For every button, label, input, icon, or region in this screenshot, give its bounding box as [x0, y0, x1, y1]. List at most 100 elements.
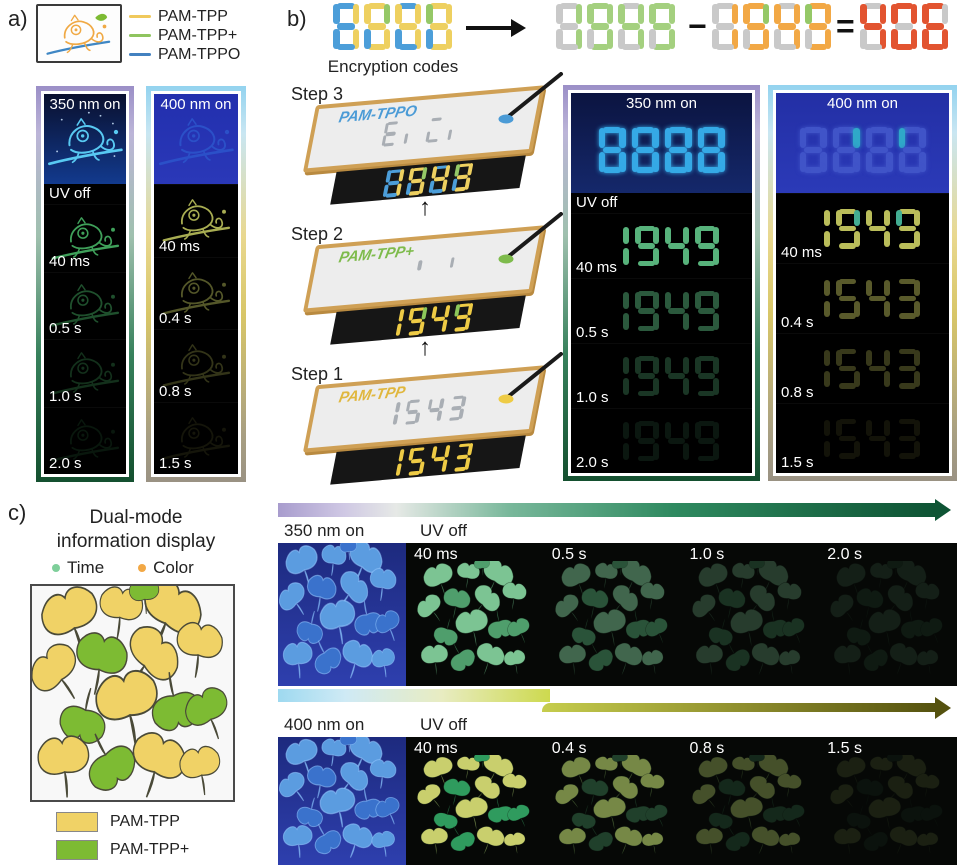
segment-a — [803, 127, 823, 133]
segment-f — [634, 292, 641, 309]
segment-d — [839, 313, 856, 319]
segment-g — [839, 365, 856, 372]
wavelength-label: 400 nm on — [160, 96, 232, 113]
time-label: 0.8 s — [689, 740, 725, 757]
ginkgo-leaves-image — [830, 557, 943, 675]
segment-c — [852, 152, 860, 172]
seven-segment-digit — [896, 278, 920, 319]
time-label: 2.0 s — [49, 455, 82, 472]
segment-g — [698, 243, 715, 249]
ginkgo-leaves-image — [279, 733, 400, 858]
leaf-photo-frame: 1.0 s — [682, 543, 820, 686]
panel-b-label: b) — [287, 6, 307, 31]
segment-b — [398, 449, 405, 462]
segment-b — [637, 4, 644, 25]
encryption-code-display — [333, 3, 452, 50]
segment-c — [618, 152, 626, 172]
time-label: 0.8 s — [159, 382, 192, 400]
segment-g — [698, 308, 715, 314]
time-label: 0.4 s — [781, 314, 814, 331]
chameleon-image — [159, 118, 234, 166]
time-label: 0.4 s — [159, 310, 192, 327]
bullet-label: Time — [67, 558, 105, 577]
photo-column-a-400nm: 400 nm on 40 ms 0.4 s — [146, 86, 246, 482]
segment-c — [712, 378, 719, 395]
segment-g — [638, 308, 655, 314]
photo-frame: 40 ms — [44, 204, 126, 272]
segment-d — [638, 390, 655, 396]
seven-segment-digit — [835, 208, 860, 249]
time-label: 40 ms — [576, 259, 617, 276]
segment-d — [408, 470, 421, 476]
time-label: 40 ms — [49, 252, 90, 270]
wavelength-label: 350 nm on — [626, 95, 697, 112]
segment-g — [668, 308, 685, 314]
afterglow-image — [47, 410, 123, 471]
segment-b — [622, 357, 629, 374]
seven-segment-digit — [865, 279, 890, 319]
segment-e — [395, 28, 402, 49]
seven-segment-digit — [835, 348, 860, 389]
legend-item: PAM-TPPO — [129, 45, 240, 64]
segment-d — [668, 167, 688, 173]
segment-b — [883, 419, 890, 437]
segment-b — [684, 128, 692, 148]
seven-segment-digit — [860, 3, 886, 50]
afterglow-leaves — [829, 557, 947, 683]
legend-swatch — [56, 812, 98, 832]
seven-segment-digit — [634, 291, 659, 331]
chameleon-schematic-box — [36, 4, 122, 63]
segment-c — [383, 28, 390, 49]
segment-c — [684, 152, 692, 172]
photo-column-b-350nm: 350 nm on UV off 40 ms 0.5 s 1.0 s 2.0 s — [563, 85, 760, 481]
photo-frame: 0.5 s — [571, 278, 752, 343]
segment-a — [591, 3, 609, 10]
segment-c — [731, 28, 738, 49]
photo-frame: 1.5 s — [776, 403, 949, 473]
segment-b — [443, 445, 451, 458]
segment-g — [668, 147, 688, 153]
segment-b — [652, 227, 659, 244]
segment-f — [426, 4, 433, 25]
time-label: 1.5 s — [781, 454, 814, 471]
segment-c — [622, 313, 629, 330]
leaf-photo-strip-350nm: 40 ms 0.5 s — [278, 538, 957, 686]
afterglow-digits — [605, 226, 719, 266]
time-label: 1.0 s — [49, 387, 82, 405]
seven-segment-digit — [446, 115, 467, 141]
seven-segment-digit — [694, 291, 719, 331]
segment-f — [835, 419, 842, 437]
uv-on-leaf-photo — [278, 538, 406, 686]
segment-f — [618, 4, 625, 25]
step-block: Step 1 PAM-TPP — [289, 352, 563, 485]
seven-segment-digit — [451, 442, 474, 472]
segment-b — [918, 128, 926, 148]
step-block: Step 3 PAM-TPPO — [289, 72, 563, 205]
segment-g — [869, 365, 886, 372]
segment-f — [891, 4, 898, 25]
segment-b — [394, 401, 401, 413]
afterglow-digits — [806, 278, 920, 319]
segment-f — [832, 128, 840, 148]
time-label: 1.5 s — [827, 740, 862, 757]
segment-g — [899, 295, 916, 302]
segment-c — [913, 300, 920, 318]
panel-c-title-line1: Dual-mode — [89, 507, 183, 528]
segment-c — [913, 230, 920, 248]
segment-g — [803, 147, 823, 153]
time-label: 40 ms — [159, 237, 200, 255]
seven-segment-digit — [381, 401, 401, 427]
ginkgo-leaves-image — [417, 557, 530, 675]
segment-c — [622, 378, 629, 395]
photo-frame: 1.0 s — [571, 343, 752, 408]
seven-segment-digit — [832, 127, 860, 173]
pen-icon — [498, 352, 563, 404]
segment-d — [430, 43, 448, 50]
segment-f — [799, 128, 807, 148]
segment-d — [560, 43, 578, 50]
seven-segment-digit — [424, 117, 445, 143]
seven-segment-digit — [865, 419, 890, 459]
segment-c — [622, 248, 629, 265]
segment-b — [913, 279, 920, 297]
seven-segment-digit — [896, 418, 920, 459]
